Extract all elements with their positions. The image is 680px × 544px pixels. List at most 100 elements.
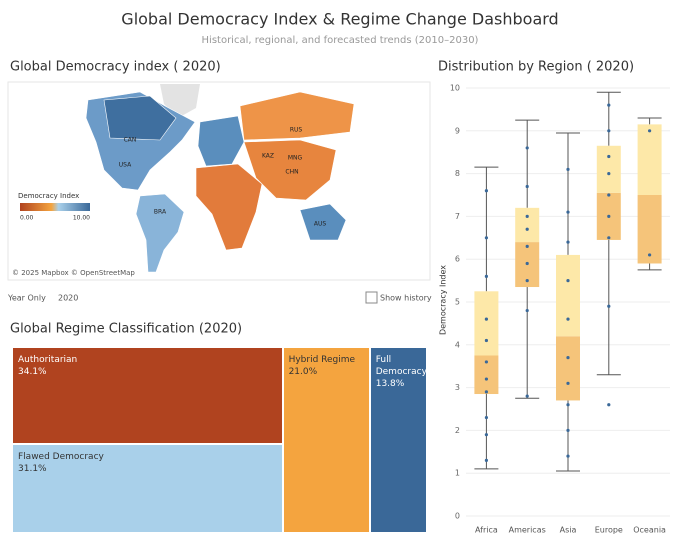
box-title: Distribution by Region ( 2020) (438, 60, 634, 75)
point (525, 184, 529, 189)
point (607, 172, 611, 176)
tile-value: 34.1% (18, 367, 47, 377)
point (566, 240, 570, 244)
point (607, 129, 611, 133)
map-labels: CAN USA BRA RUS KAZ MNG CHN AUS (119, 127, 327, 228)
point (525, 279, 529, 283)
point (607, 236, 611, 240)
point (607, 154, 611, 159)
point (484, 236, 488, 240)
point (566, 210, 570, 214)
point (566, 381, 570, 385)
map: CAN USA BRA RUS KAZ MNG CHN AUS Democracy Index… (7, 81, 431, 281)
checkbox[interactable] (365, 291, 378, 304)
box-upper (596, 145, 621, 193)
box-upper (637, 124, 662, 195)
x-tick-label: Oceania (633, 526, 666, 535)
year-label: Year Only (7, 294, 46, 303)
point (566, 454, 570, 458)
box-upper (556, 254, 580, 337)
point (648, 129, 652, 133)
country-label: RUS (290, 127, 303, 134)
box-upper (515, 207, 540, 243)
legend-title: Democracy Index (18, 192, 79, 200)
tile: Full Democracy 13.8% (369, 347, 427, 533)
point (566, 428, 570, 432)
subtitle: Historical, regional, and forecasted tre… (202, 35, 479, 46)
point (607, 103, 611, 107)
point (525, 146, 529, 150)
tile-label: Authoritarian (18, 355, 78, 365)
europe (197, 115, 245, 167)
country-label: CHN (285, 169, 298, 176)
tile: Flawed Democracy 31.1% (12, 444, 283, 533)
y-tick-label: 8 (455, 169, 460, 178)
point (484, 274, 488, 278)
point (525, 227, 529, 231)
point (484, 338, 488, 343)
map-title: Global Democracy index ( 2020) (10, 60, 221, 75)
y-tick-label: 2 (455, 426, 460, 435)
point (566, 403, 570, 407)
checkbox-label[interactable]: Show history (380, 294, 432, 303)
point (607, 304, 611, 308)
x-tick-label: Asia (560, 526, 577, 535)
legend-gradient (20, 203, 90, 211)
country-label: USA (119, 162, 132, 169)
point (484, 360, 488, 364)
point (484, 390, 488, 394)
y-tick-label: 9 (455, 126, 460, 135)
point (525, 244, 529, 248)
y-tick-label: 3 (455, 383, 460, 392)
point (525, 261, 529, 266)
year-value[interactable]: 2020 (58, 294, 78, 303)
point (566, 317, 570, 321)
point (484, 433, 488, 437)
tile-label: Flawed Democracy (18, 452, 104, 463)
point (607, 214, 611, 218)
y-axis-label: Democracy Index (439, 265, 448, 335)
country-label: MNG (288, 155, 303, 162)
y-tick-label: 4 (455, 340, 460, 349)
canada (103, 95, 177, 141)
point (607, 193, 611, 197)
russia (239, 91, 355, 141)
y-tick-label: 6 (455, 255, 460, 264)
point (484, 458, 488, 462)
box-lower (637, 195, 662, 264)
legend-max: 10.00 (73, 215, 90, 222)
country-label: AUS (314, 221, 326, 228)
country-label: BRA (154, 209, 167, 216)
point (484, 377, 488, 381)
point (484, 317, 488, 321)
point (566, 356, 570, 360)
point (525, 308, 529, 313)
x-tick-label: Europe (595, 526, 623, 535)
australia (299, 203, 347, 241)
title: Global Democracy Index & Regime Change D… (121, 10, 558, 29)
tile: Authoritarian 34.1% (12, 347, 283, 445)
tile: Hybrid Regime 21.0% (282, 347, 370, 533)
tile-label: Full Democracy (375, 355, 427, 377)
point (648, 253, 652, 257)
point (566, 167, 570, 171)
tile-value: 31.1% (18, 464, 47, 475)
box-lower (556, 336, 580, 401)
y-tick-label: 1 (455, 469, 460, 478)
x-tick-label: Africa (475, 526, 498, 535)
point (484, 415, 488, 420)
legend-min: 0.00 (20, 215, 34, 222)
y-tick-label: 5 (455, 298, 460, 307)
box-upper (474, 291, 499, 356)
y-tick-label: 0 (455, 512, 460, 521)
tile-label: Hybrid Regime (288, 355, 356, 365)
tile-value: 13.8% (375, 379, 405, 389)
treemap-title: Global Regime Classification (2020) (10, 322, 242, 337)
country-label: KAZ (262, 153, 274, 160)
south-america (135, 193, 185, 273)
point (484, 189, 488, 193)
country-label: CAN (124, 137, 137, 144)
y-tick-label: 10 (450, 84, 460, 93)
